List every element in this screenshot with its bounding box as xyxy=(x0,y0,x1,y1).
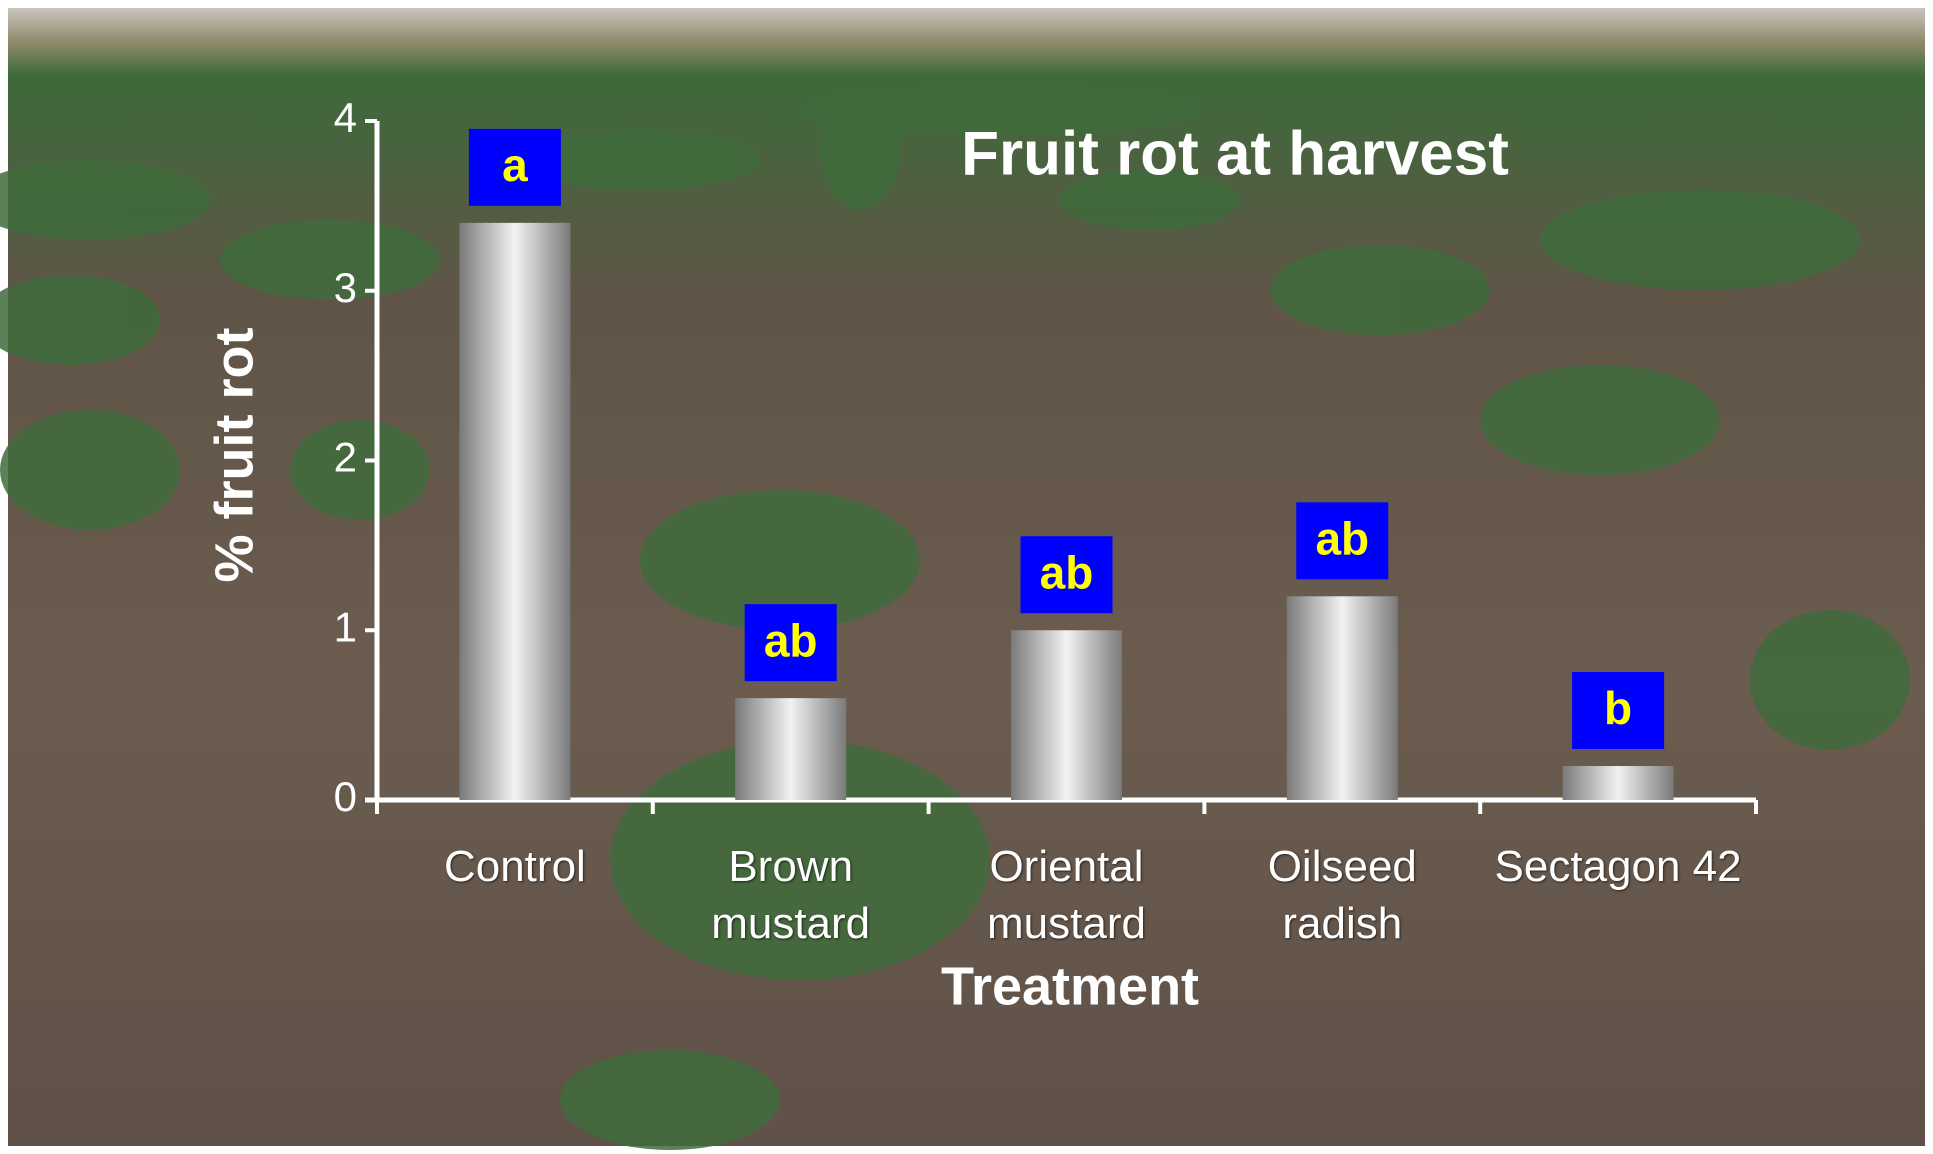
annotation-box xyxy=(1572,672,1665,750)
annotation: ab xyxy=(1040,546,1094,598)
bar xyxy=(1286,596,1398,800)
annotation: b xyxy=(1604,682,1632,734)
annotation: a xyxy=(502,139,528,191)
annotation: ab xyxy=(1315,512,1369,564)
y-axis-title: % fruit rot xyxy=(204,328,264,583)
annotation-box xyxy=(744,604,837,682)
annotation-box xyxy=(1296,502,1389,580)
bar xyxy=(1011,630,1122,800)
annotation-box xyxy=(468,128,561,206)
x-tick-label: Sectagon 42 xyxy=(1494,842,1742,891)
x-tick-label: Oriental mustard xyxy=(987,842,1146,948)
y-tick-label: 0 xyxy=(334,773,357,820)
annotation-box xyxy=(1020,536,1113,614)
y-tick-label: 1 xyxy=(334,603,357,650)
annotation: ab xyxy=(764,614,818,666)
bar xyxy=(459,222,571,801)
x-axis-title: Treatment xyxy=(941,956,1199,1016)
y-tick-label: 3 xyxy=(334,264,357,311)
x-tick-label: Control xyxy=(443,842,586,891)
y-tick-label: 4 xyxy=(334,94,357,141)
y-tick-label: 2 xyxy=(334,434,357,481)
chart-title: Fruit rot at harvest xyxy=(961,119,1509,188)
x-tick-label: Brown mustard xyxy=(711,842,871,948)
bar xyxy=(735,698,847,800)
background-photo xyxy=(0,8,1925,1150)
bar xyxy=(1562,766,1674,800)
x-tick-label: Oilseed radish xyxy=(1267,842,1417,948)
